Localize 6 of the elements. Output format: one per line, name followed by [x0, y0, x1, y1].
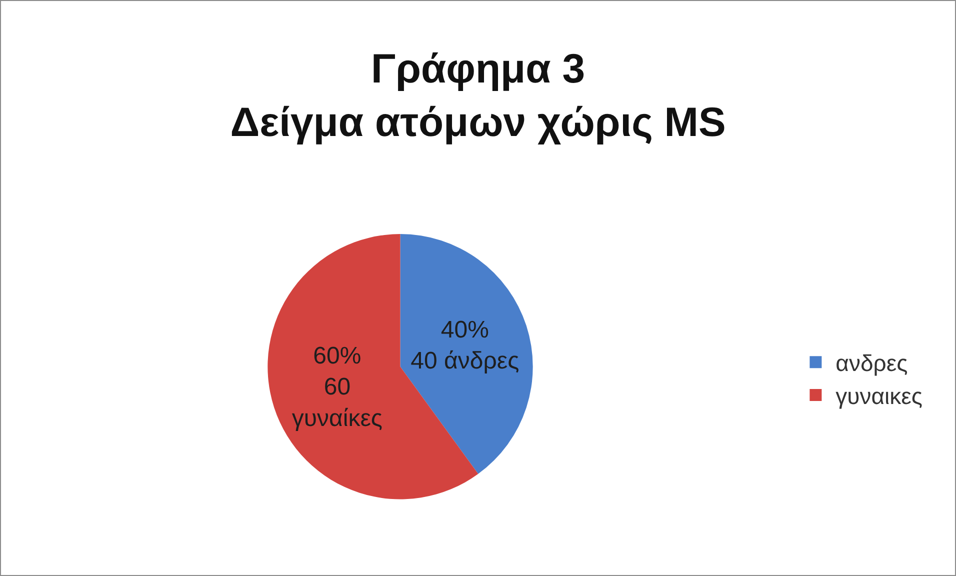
legend-label: ανδρες: [836, 350, 908, 376]
data-label: 60% 60 γυναίκες: [292, 342, 382, 432]
data-label: 40% 40 άνδρες: [410, 316, 520, 375]
pie-slice: [400, 234, 533, 474]
legend-label: γυναικες: [836, 383, 923, 410]
chart-title: Γράφημα 3 Δείγμα ατόμων χώρις MS: [230, 46, 726, 145]
